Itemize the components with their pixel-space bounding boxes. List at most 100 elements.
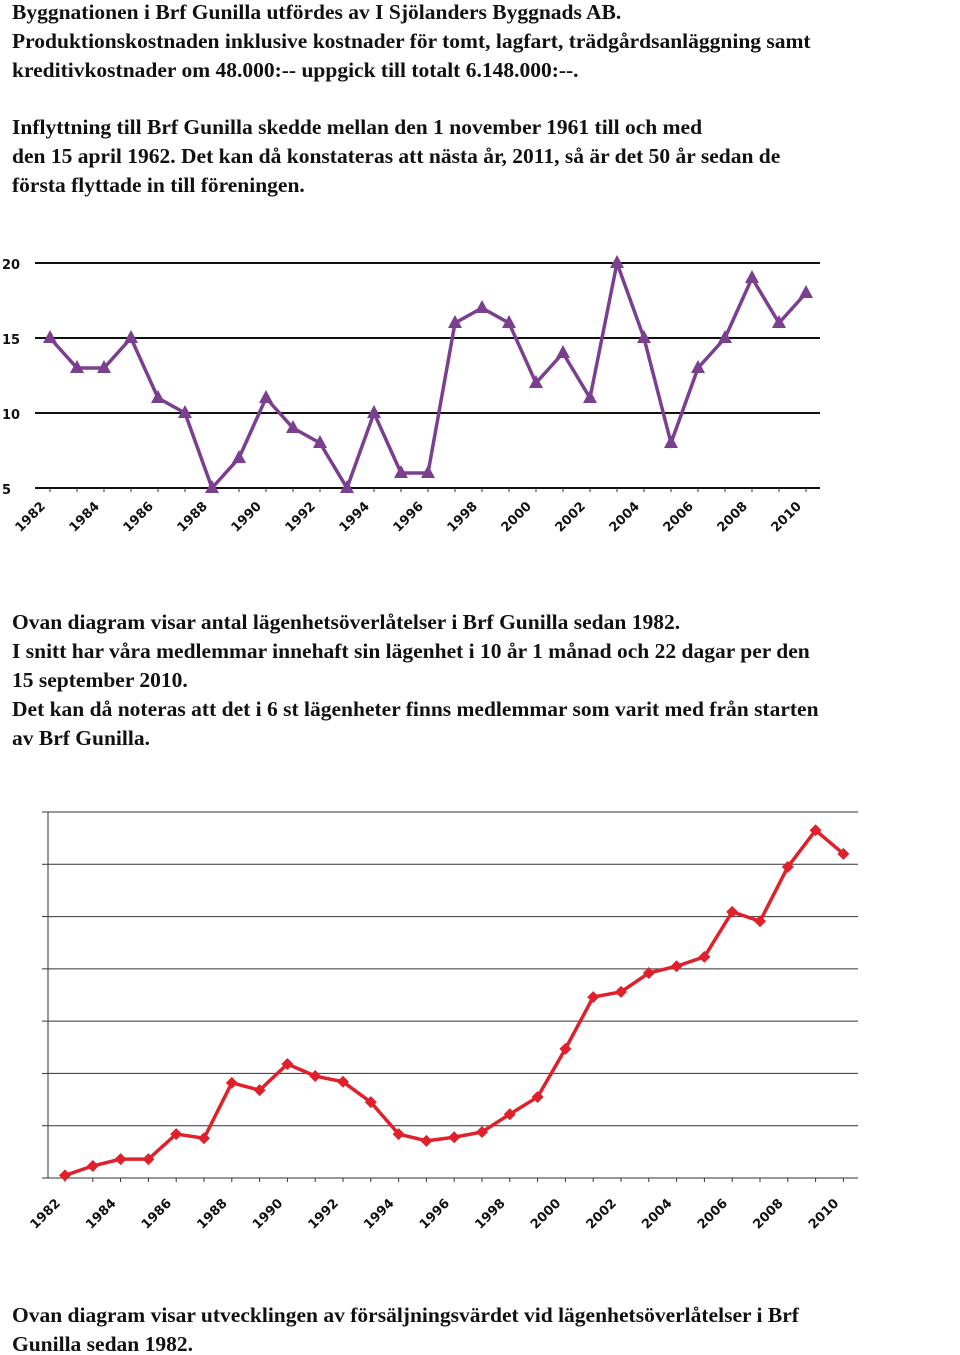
x-tick-label: 2006 (661, 499, 697, 535)
x-tick-label: 1990 (229, 499, 265, 535)
x-tick-label: 1996 (417, 1196, 453, 1232)
data-point (583, 390, 597, 403)
data-point (448, 315, 462, 328)
data-point (476, 1125, 488, 1138)
x-tick-label: 1984 (83, 1196, 119, 1232)
data-point (837, 847, 850, 860)
x-tick-label: 2002 (553, 499, 589, 535)
x-tick-label: 1986 (139, 1196, 175, 1232)
x-tick-label: 1998 (445, 499, 481, 535)
data-point (337, 1075, 349, 1088)
paragraph-line: Ovan diagram visar utvecklingen av försä… (12, 1303, 800, 1327)
data-point (503, 1108, 516, 1121)
data-point (691, 360, 705, 373)
data-point (781, 860, 794, 873)
paragraph-line: kreditivkostnader om 48.000:-- uppgick t… (12, 58, 579, 82)
data-point (364, 1096, 377, 1109)
data-point (772, 315, 786, 328)
data-point (259, 390, 273, 403)
data-point (232, 450, 246, 463)
x-tick-label: 2002 (584, 1196, 620, 1232)
data-point (151, 390, 165, 403)
data-point (142, 1153, 155, 1166)
y-tick-label: 15 (2, 333, 20, 348)
x-tick-label: 2010 (806, 1196, 842, 1232)
data-point (475, 300, 489, 313)
data-point (637, 330, 651, 343)
x-tick-label: 2008 (750, 1196, 786, 1232)
data-point (392, 1128, 405, 1141)
data-point (448, 1131, 461, 1144)
data-line (64, 827, 845, 1178)
x-tick-label: 2004 (639, 1196, 675, 1232)
x-tick-label: 1992 (306, 1196, 342, 1232)
data-point (86, 1159, 99, 1172)
data-point (664, 435, 678, 448)
x-tick-label: 1988 (194, 1196, 230, 1232)
paragraph-line: Inflyttning till Brf Gunilla skedde mell… (12, 115, 702, 139)
data-point (340, 480, 354, 493)
x-tick-label: 2000 (528, 1196, 564, 1232)
data-point (799, 285, 813, 298)
paragraph-line: I snitt har våra medlemmar innehaft sin … (12, 639, 810, 663)
data-point (281, 1058, 294, 1071)
x-tick-label: 1992 (283, 499, 319, 535)
data-point (745, 270, 759, 283)
data-point (205, 480, 219, 493)
data-point (70, 360, 84, 373)
data-point (114, 1153, 127, 1166)
x-tick-label: 2008 (715, 499, 751, 535)
x-tick-label: 1998 (472, 1196, 508, 1232)
paragraph-line: Gunilla sedan 1982. (12, 1332, 193, 1355)
data-point (754, 915, 766, 928)
data-point (97, 360, 111, 373)
x-tick-label: 1988 (175, 499, 211, 535)
paragraph-line: Produktionskostnaden inklusive kostnader… (12, 29, 811, 53)
data-point (225, 1076, 238, 1089)
x-tick-label: 1984 (67, 499, 103, 535)
x-tick-label: 1996 (391, 499, 427, 535)
x-tick-label: 1986 (121, 499, 157, 535)
data-point (43, 330, 57, 343)
x-tick-label: 1982 (13, 499, 49, 535)
data-point (718, 330, 732, 343)
paragraph-line: Byggnationen i Brf Gunilla utfördes av I… (12, 0, 621, 24)
data-point (421, 465, 435, 478)
x-tick-label: 2006 (695, 1196, 731, 1232)
data-point (642, 967, 655, 980)
data-point (170, 1128, 183, 1141)
data-point (198, 1132, 210, 1145)
data-point (556, 345, 570, 358)
data-point (124, 330, 138, 343)
data-point (309, 1070, 322, 1083)
x-tick-label: 2004 (607, 499, 643, 535)
data-point (809, 824, 822, 837)
data-point (529, 375, 543, 388)
data-point (726, 905, 739, 918)
x-tick-label: 1994 (361, 1196, 397, 1232)
paragraph-line: Ovan diagram visar antal lägenhetsöverlå… (12, 610, 680, 634)
paragraph-line: den 15 april 1962. Det kan då konstatera… (12, 144, 780, 168)
data-point (420, 1134, 433, 1147)
data-point (559, 1042, 572, 1055)
x-tick-label: 1990 (250, 1196, 286, 1232)
y-tick-label: 20 (2, 258, 20, 273)
data-point (367, 405, 381, 418)
data-point (59, 1169, 71, 1182)
data-point (615, 985, 627, 998)
data-point (394, 465, 408, 478)
x-tick-label: 2000 (499, 499, 535, 535)
data-point (286, 420, 300, 433)
paragraph-line: Det kan då noteras att det i 6 st lägenh… (12, 697, 819, 721)
paragraph-line: av Brf Gunilla. (12, 726, 150, 750)
data-point (313, 435, 327, 448)
data-line (48, 256, 808, 493)
data-point (531, 1090, 544, 1103)
x-tick-label: 2010 (769, 499, 805, 535)
data-point (587, 991, 600, 1004)
y-tick-label: 10 (2, 408, 20, 423)
data-point (253, 1084, 266, 1097)
data-point (178, 405, 192, 418)
